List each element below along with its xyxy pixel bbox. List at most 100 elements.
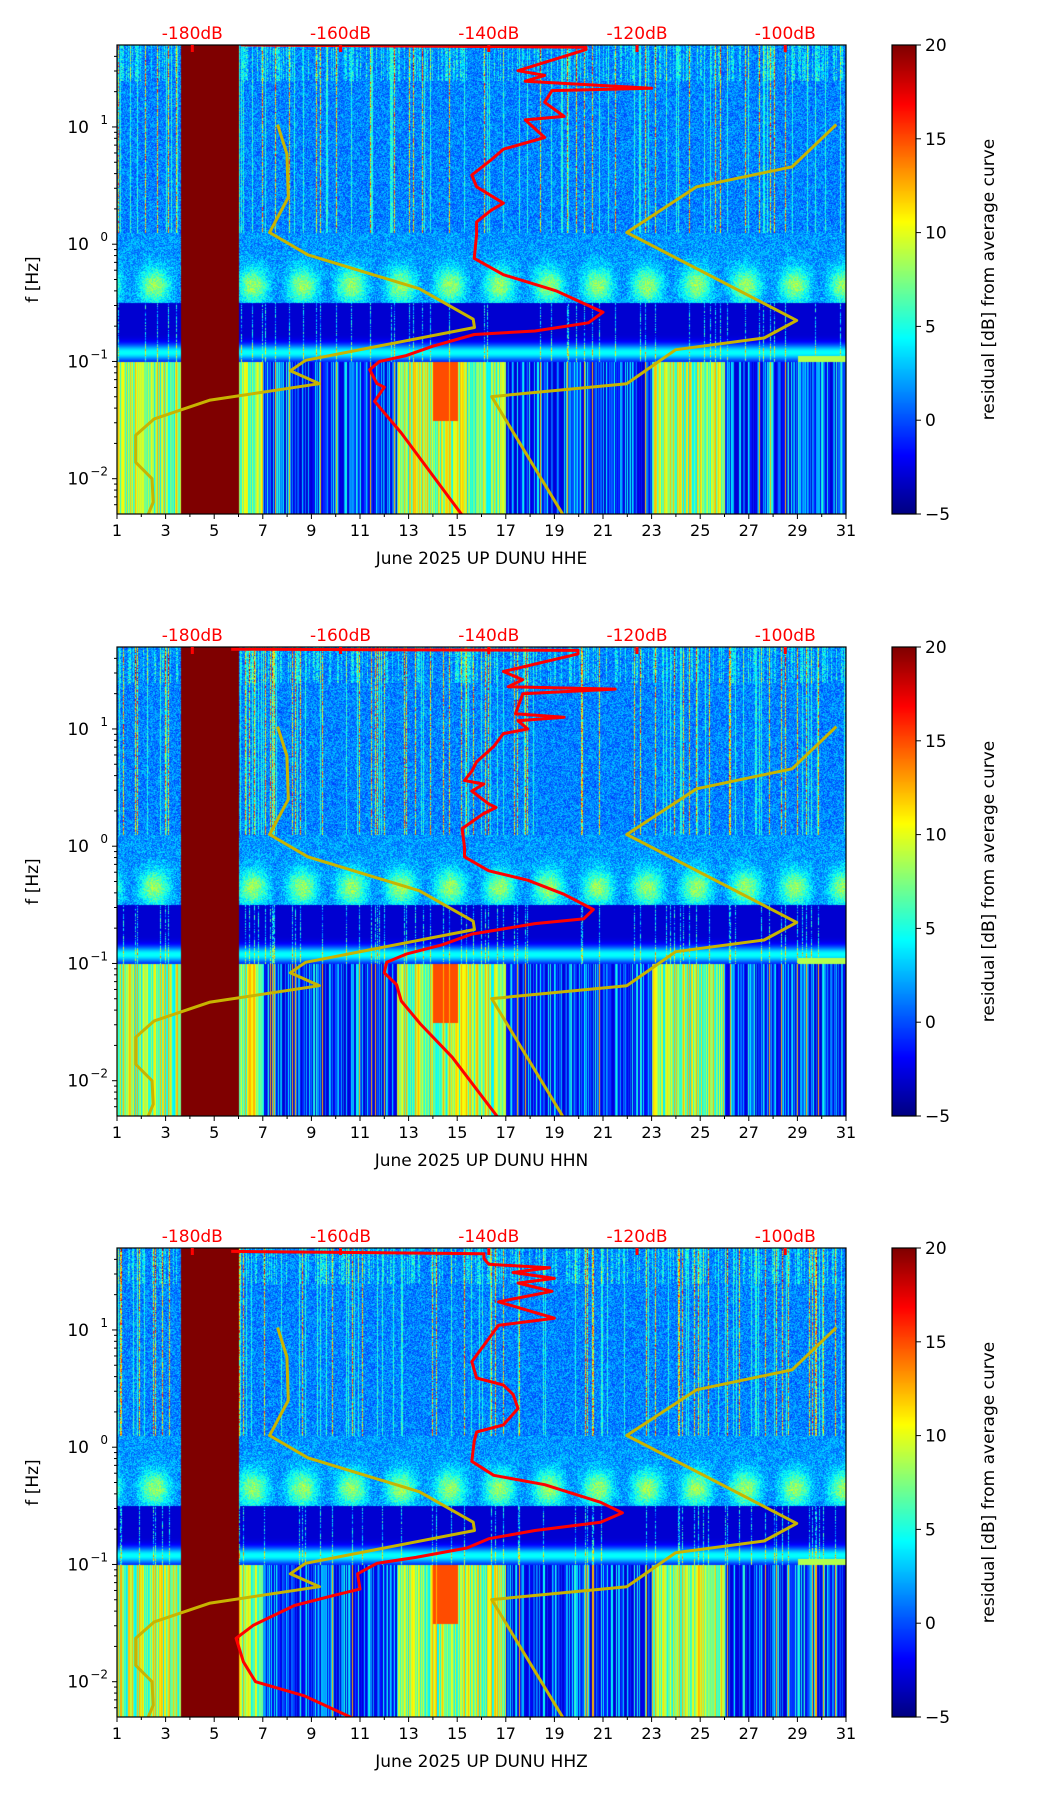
- colorbar-frame: [891, 1247, 917, 1718]
- spectrogram-heatmap-2: [117, 647, 846, 1116]
- x-tick-label: 3: [161, 1123, 171, 1142]
- x-tick-label: 29: [787, 521, 807, 540]
- x-tick-label: 29: [787, 1724, 807, 1743]
- x-tick-label: 31: [836, 1724, 856, 1743]
- x-tick-label: 17: [496, 1724, 516, 1743]
- db-scale-label: -100dB: [755, 1227, 816, 1247]
- colorbar-tick-label: −5: [925, 1708, 950, 1728]
- db-scale-label: -100dB: [755, 24, 816, 44]
- colorbar-tick-label: 20: [925, 36, 947, 56]
- colorbar-tick-label: 15: [925, 1333, 947, 1353]
- x-tick-label: 31: [836, 521, 856, 540]
- db-scale-label: -180dB: [162, 24, 223, 44]
- y-axis-label: f [Hz]: [23, 256, 43, 302]
- y-tick-exponent: 0: [100, 832, 108, 846]
- colorbar-1: [892, 45, 916, 514]
- db-scale-label: -100dB: [755, 626, 816, 646]
- x-axis-label: June 2025 UP DUNU HHE: [375, 549, 588, 569]
- colorbar-tick-label: 0: [925, 1013, 936, 1033]
- colorbar-label: residual [dB] from average curve: [979, 741, 999, 1022]
- plot-frame: [116, 44, 847, 515]
- colorbar-tick-label: 10: [925, 826, 947, 846]
- colorbar-tick-label: 0: [925, 411, 936, 431]
- x-tick-label: 19: [544, 1123, 564, 1142]
- y-tick-exponent: 0: [100, 1433, 108, 1447]
- y-tick-exponent: −1: [90, 949, 108, 963]
- db-scale-label: -140dB: [458, 626, 519, 646]
- x-tick-label: 11: [350, 1123, 370, 1142]
- nhnm-curve: [490, 725, 838, 1116]
- x-tick-label: 13: [398, 521, 418, 540]
- average-psd-curve: [231, 1249, 624, 1717]
- x-tick-label: 7: [258, 1123, 268, 1142]
- x-tick-label: 25: [690, 521, 710, 540]
- y-tick-label: 10: [67, 352, 89, 372]
- colorbar-label: residual [dB] from average curve: [979, 1342, 999, 1623]
- x-tick-label: 1: [112, 521, 122, 540]
- x-tick-label: 25: [690, 1724, 710, 1743]
- y-tick-label: 10: [67, 470, 89, 490]
- colorbar-tick-label: 10: [925, 1427, 947, 1447]
- db-scale-label: -140dB: [458, 24, 519, 44]
- x-tick-label: 15: [447, 1123, 467, 1142]
- y-tick-label: 10: [67, 118, 89, 138]
- x-tick-label: 3: [161, 1724, 171, 1743]
- x-tick-label: 21: [593, 1724, 613, 1743]
- x-tick-label: 11: [350, 521, 370, 540]
- colorbar-frame: [891, 646, 917, 1117]
- y-tick-label: 10: [67, 1438, 89, 1458]
- colorbar-label: residual [dB] from average curve: [979, 139, 999, 420]
- x-tick-label: 21: [593, 1123, 613, 1142]
- y-tick-exponent: −2: [90, 1067, 108, 1081]
- nlnm-curve: [134, 726, 476, 1116]
- x-tick-label: 25: [690, 1123, 710, 1142]
- y-tick-exponent: 0: [100, 230, 108, 244]
- colorbar-tick-label: 0: [925, 1614, 936, 1634]
- x-tick-label: 23: [641, 1123, 661, 1142]
- colorbar-tick-label: 10: [925, 224, 947, 244]
- x-tick-label: 5: [209, 1724, 219, 1743]
- average-psd-curve: [240, 45, 654, 514]
- colorbar-tick-label: 5: [925, 317, 936, 337]
- colorbar-tick-label: 5: [925, 1520, 936, 1540]
- colorbar-tick-label: −5: [925, 1107, 950, 1127]
- plot-frame: [116, 646, 847, 1117]
- nlnm-curve: [134, 124, 476, 514]
- y-tick-label: 10: [67, 954, 89, 974]
- db-scale-label: -180dB: [162, 626, 223, 646]
- x-tick-label: 9: [306, 521, 316, 540]
- x-tick-label: 7: [258, 1724, 268, 1743]
- db-scale-label: -160dB: [310, 626, 371, 646]
- db-scale-label: -160dB: [310, 24, 371, 44]
- nhnm-curve: [490, 1326, 838, 1717]
- db-scale-label: -120dB: [606, 1227, 667, 1247]
- y-tick-exponent: 1: [100, 1316, 108, 1330]
- x-tick-label: 15: [447, 521, 467, 540]
- y-tick-exponent: 1: [100, 715, 108, 729]
- x-tick-label: 31: [836, 1123, 856, 1142]
- colorbar-tick-label: 15: [925, 130, 947, 150]
- x-tick-label: 15: [447, 1724, 467, 1743]
- y-tick-label: 10: [67, 837, 89, 857]
- x-tick-label: 13: [398, 1123, 418, 1142]
- y-tick-label: 10: [67, 235, 89, 255]
- x-tick-label: 11: [350, 1724, 370, 1743]
- db-scale-label: -140dB: [458, 1227, 519, 1247]
- x-tick-label: 17: [496, 521, 516, 540]
- x-tick-label: 1: [112, 1123, 122, 1142]
- plot-frame: [116, 1247, 847, 1718]
- y-axis-label: f [Hz]: [23, 1459, 43, 1505]
- db-scale-label: -120dB: [606, 24, 667, 44]
- spectrogram-heatmap-1: [117, 45, 846, 514]
- y-tick-exponent: 1: [100, 113, 108, 127]
- x-tick-label: 29: [787, 1123, 807, 1142]
- y-tick-exponent: −2: [90, 1668, 108, 1682]
- colorbar-tick-label: 15: [925, 732, 947, 752]
- colorbar-2: [892, 647, 916, 1116]
- y-tick-exponent: −2: [90, 465, 108, 479]
- x-tick-label: 19: [544, 521, 564, 540]
- x-tick-label: 13: [398, 1724, 418, 1743]
- db-scale-label: -160dB: [310, 1227, 371, 1247]
